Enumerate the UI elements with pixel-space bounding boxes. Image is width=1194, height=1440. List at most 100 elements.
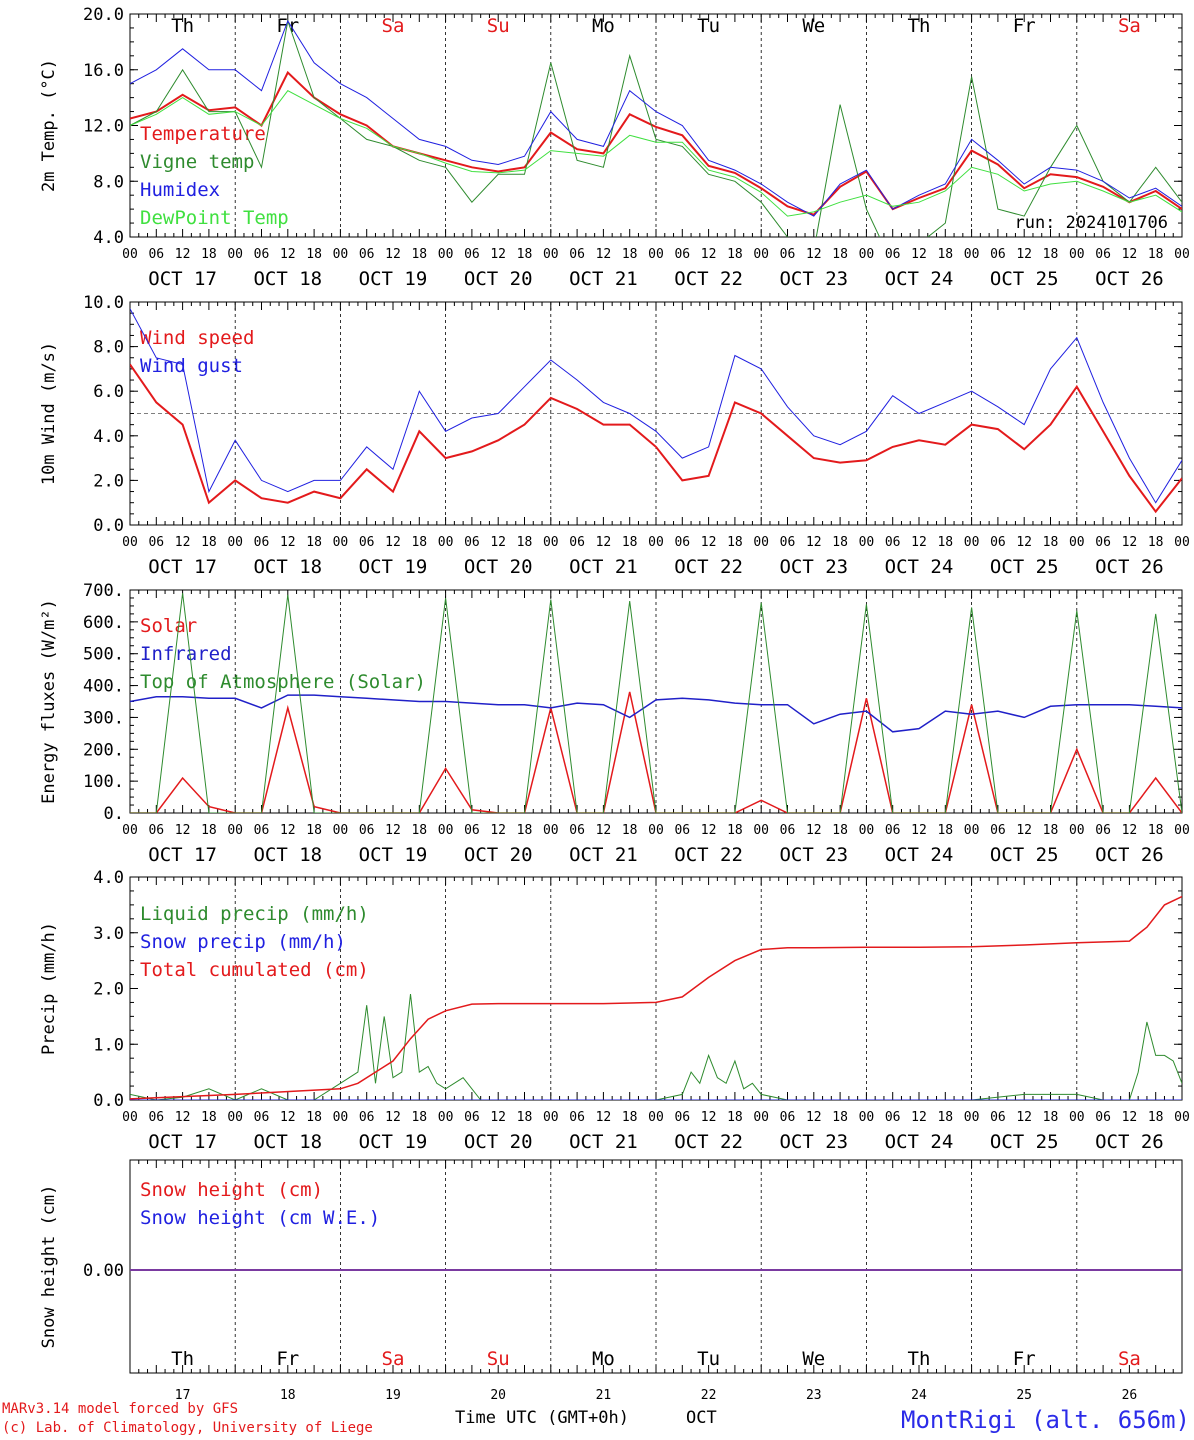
hour-tick-label: 00 [859,535,875,550]
hour-tick-label: 06 [569,247,585,262]
hour-tick-label: 06 [148,1110,164,1125]
hour-tick-label: 18 [1043,535,1059,550]
hour-tick-label: 18 [832,1110,848,1125]
plot-frame [129,589,1183,814]
y-tick-label: 4.0 [93,228,124,248]
y-tick-label: 12.0 [83,117,124,137]
weekday-label: Th [171,15,194,37]
weekday-label: We [802,1348,825,1370]
hour-tick-label: 12 [911,535,927,550]
hour-tick-label: 18 [727,1110,743,1125]
hour-tick-label: 12 [596,247,612,262]
hour-tick-label: 06 [885,823,901,838]
hour-tick-label: 12 [1016,1110,1032,1125]
series-line [130,308,1182,504]
date-label: OCT 19 [359,268,428,290]
weekday-label: Mo [592,15,615,37]
hour-tick-label: 12 [911,247,927,262]
hour-tick-label: 00 [859,247,875,262]
date-label: OCT 18 [253,556,322,578]
legend-entry: Temperature [140,123,266,145]
series-line [130,90,1182,217]
date-label: OCT 22 [674,1131,743,1153]
day-number-label: 17 [175,1388,191,1403]
panel-1: 4.0 8.0 12.0 16.0 20.0 00 06 12 18 00 06 12 18 00 06 12… [39,5,1190,290]
y-tick-label: 400. [83,677,124,697]
hour-tick-label: 06 [254,247,270,262]
hour-tick-label: 06 [569,823,585,838]
weekday-label: Sa [382,1348,405,1370]
hour-tick-label: 12 [806,823,822,838]
weekday-label: Th [908,1348,931,1370]
y-tick-label: 20.0 [83,5,124,25]
hour-tick-label: 00 [122,247,138,262]
hour-tick-label: 00 [753,1110,769,1125]
hour-tick-label: 00 [859,823,875,838]
date-label: OCT 24 [885,556,954,578]
day-number-label: 25 [1016,1388,1032,1403]
day-number-label: 18 [280,1388,296,1403]
series-line [130,593,1182,813]
hour-tick-label: 18 [201,247,217,262]
hour-tick-label: 18 [937,247,953,262]
hour-tick-label: 00 [964,823,980,838]
hour-tick-label: 06 [254,823,270,838]
hour-tick-label: 18 [201,823,217,838]
hour-tick-label: 12 [490,247,506,262]
y-tick-label: 8.0 [93,172,124,192]
date-label: OCT 20 [464,844,533,866]
hour-tick-label: 06 [464,535,480,550]
hour-tick-label: 12 [806,535,822,550]
hour-tick-label: 06 [885,535,901,550]
weekday-label: Th [171,1348,194,1370]
hour-tick-label: 18 [1043,247,1059,262]
hour-tick-label: 00 [964,535,980,550]
hour-tick-label: 18 [622,823,638,838]
hour-tick-label: 12 [1016,247,1032,262]
day-number-label: 22 [701,1388,717,1403]
y-tick-label: 200. [83,740,124,760]
panel-4: 0.0 1.0 2.0 3.0 4.0 00 06 12 18 00 06 12 18 00 06 12 18 0… [39,868,1190,1153]
hour-tick-label: 00 [1174,535,1190,550]
hour-tick-label: 12 [280,1110,296,1125]
legend-entry: Infrared [140,643,232,665]
hour-tick-label: 06 [148,823,164,838]
y-tick-label: 700. [83,581,124,601]
hour-tick-label: 18 [517,823,533,838]
y-axis-label: Energy fluxes (W/m²) [39,599,59,804]
date-label: OCT 17 [148,556,217,578]
date-label: OCT 22 [674,268,743,290]
hour-tick-label: 06 [464,247,480,262]
hour-tick-label: 06 [1095,247,1111,262]
date-label: OCT 24 [885,844,954,866]
date-label: OCT 25 [990,268,1059,290]
legend-entry: Wind speed [140,327,254,349]
date-label: OCT 25 [990,844,1059,866]
legend-entry: Wind gust [140,355,243,377]
hour-tick-label: 00 [438,823,454,838]
date-label: OCT 25 [990,556,1059,578]
day-number-label: 23 [806,1388,822,1403]
legend-entry: Total cumulated (cm) [140,959,369,981]
weekday-label: Fr [276,15,299,37]
hour-tick-label: 00 [122,1110,138,1125]
weekday-label: We [802,15,825,37]
hour-tick-label: 00 [1174,1110,1190,1125]
hour-tick-label: 06 [990,1110,1006,1125]
hour-tick-label: 06 [359,535,375,550]
hour-tick-label: 18 [727,535,743,550]
series-line [130,895,1182,1100]
hour-tick-label: 12 [596,1110,612,1125]
legend-entry: Snow height (cm W.E.) [140,1207,380,1229]
hour-tick-label: 00 [438,1110,454,1125]
y-tick-label: 2.0 [93,980,124,1000]
date-label: OCT 25 [990,1131,1059,1153]
y-tick-label: 100. [83,772,124,792]
month-label: OCT [686,1408,717,1428]
legend-entry: Humidex [140,179,220,201]
weekday-label: Tu [697,1348,720,1370]
y-tick-label: 0.0 [93,1091,124,1111]
hour-tick-label: 18 [622,247,638,262]
y-tick-label: 2.0 [93,471,124,491]
hour-tick-label: 18 [306,535,322,550]
